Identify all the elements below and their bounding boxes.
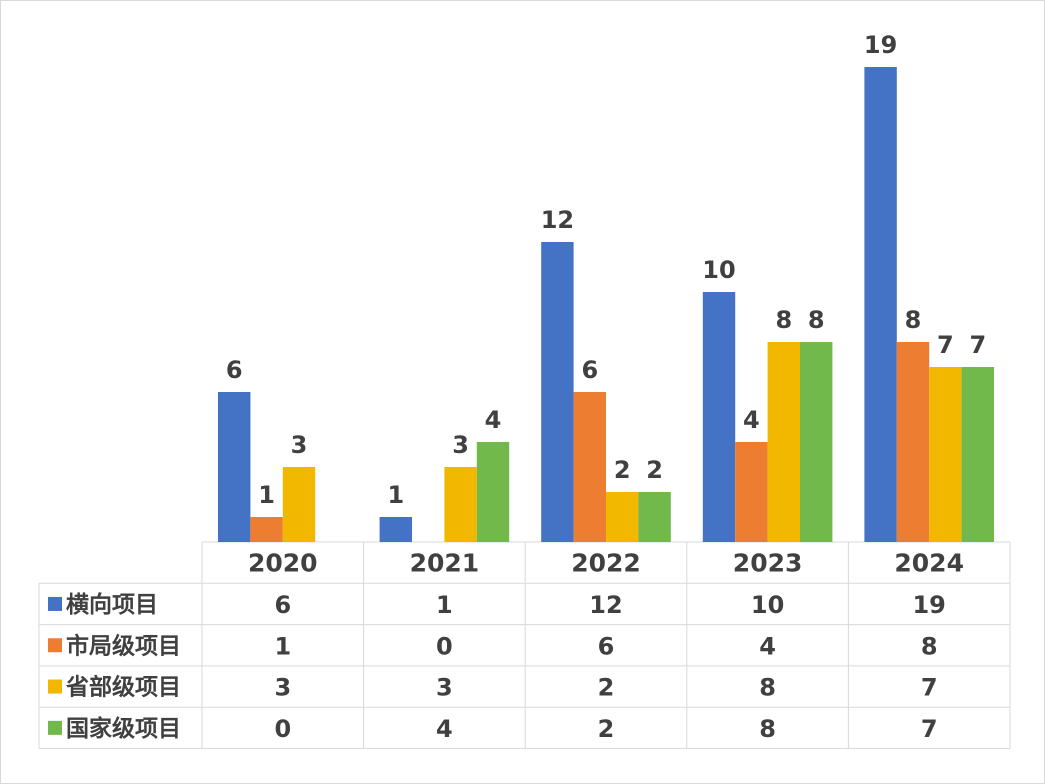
bar-2024-series-3 <box>929 367 962 542</box>
category-label: 2020 <box>248 549 318 578</box>
data-label-2020-series-1: 6 <box>226 356 243 384</box>
table-cell: 7 <box>921 715 938 743</box>
data-label-2023-series-1: 10 <box>702 256 735 284</box>
series-name: 横向项目 <box>66 591 158 618</box>
table-cell: 0 <box>274 715 291 743</box>
data-label-2022-series-4: 2 <box>646 456 663 484</box>
category-label: 2022 <box>571 549 641 578</box>
data-label-2020-series-2: 1 <box>258 481 275 509</box>
table-cell: 4 <box>436 715 453 743</box>
table-cell: 1 <box>274 632 291 660</box>
table-cell: 10 <box>751 591 784 619</box>
data-label-2024-series-1: 19 <box>864 31 897 59</box>
bar-2023-series-3 <box>767 342 800 542</box>
series-name: 省部级项目 <box>65 674 181 701</box>
table-cell: 0 <box>436 632 453 660</box>
table-cell: 19 <box>912 591 945 619</box>
bar-2023-series-4 <box>800 342 833 542</box>
data-label-2020-series-3: 3 <box>291 431 308 459</box>
table-cell: 4 <box>759 632 776 660</box>
table-cell: 8 <box>759 674 776 702</box>
category-label: 2024 <box>894 549 964 578</box>
series-name: 国家级项目 <box>66 715 181 742</box>
bar-2020-series-1 <box>218 392 251 542</box>
table-cell: 3 <box>436 674 453 702</box>
bar-2022-series-2 <box>573 392 606 542</box>
table-cell: 1 <box>436 591 453 619</box>
table-cell: 2 <box>598 674 615 702</box>
table-cell: 8 <box>921 632 938 660</box>
bar-2024-series-2 <box>896 342 930 542</box>
data-table-grid <box>38 541 1011 749</box>
bar-2020-series-3 <box>282 467 316 542</box>
legend-key <box>48 720 62 735</box>
table-cell: 12 <box>589 591 622 619</box>
bar-2022-series-4 <box>638 492 671 542</box>
bar-2020-series-2 <box>250 517 283 542</box>
legend-key <box>48 596 62 611</box>
data-label-2023-series-2: 4 <box>743 406 760 434</box>
series-name: 市局级项目 <box>66 632 181 659</box>
data-label-2021-series-4: 4 <box>485 406 502 434</box>
data-label-2022-series-1: 12 <box>541 206 574 234</box>
bar-2023-series-1 <box>702 292 736 542</box>
data-label-2022-series-3: 2 <box>614 456 631 484</box>
data-label-2024-series-4: 7 <box>969 331 986 359</box>
bar-2024-series-4 <box>961 367 994 542</box>
table-cell: 6 <box>274 591 291 619</box>
bar-2021-series-4 <box>476 442 510 542</box>
plot-area <box>218 67 994 542</box>
data-label-2021-series-1: 1 <box>387 481 404 509</box>
table-cell: 3 <box>274 674 291 702</box>
table-cell: 2 <box>598 715 615 743</box>
data-label-2023-series-4: 8 <box>808 306 825 334</box>
category-label: 2023 <box>733 549 803 578</box>
table-cell: 7 <box>921 674 938 702</box>
table-cell: 8 <box>759 715 776 743</box>
bar-2024-series-1 <box>864 67 897 542</box>
bar-2021-series-1 <box>379 517 412 542</box>
data-label-2024-series-2: 8 <box>905 306 922 334</box>
bar-2023-series-2 <box>735 442 768 542</box>
data-label-2024-series-3: 7 <box>937 331 954 359</box>
bar-2022-series-1 <box>541 242 574 542</box>
data-label-2023-series-3: 8 <box>775 306 792 334</box>
table-cell: 6 <box>598 632 615 660</box>
data-label-2021-series-3: 3 <box>452 431 469 459</box>
bar-2022-series-3 <box>606 492 639 542</box>
data-label-2022-series-2: 6 <box>581 356 598 384</box>
legend-key <box>48 679 62 694</box>
legend-key <box>48 638 62 653</box>
bar-2021-series-3 <box>444 467 477 542</box>
category-label: 2021 <box>410 549 480 578</box>
